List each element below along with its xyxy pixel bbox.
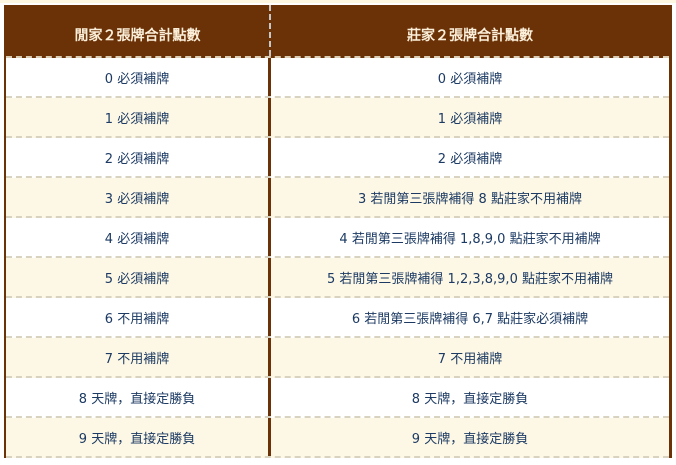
table-row: 5 必須補牌 5 若閒第三張牌補得 1,2,3,8,9,0 點莊家不用補牌 [6,258,669,298]
table-row: 4 必須補牌 4 若閒第三張牌補得 1,8,9,0 點莊家不用補牌 [6,218,669,258]
cell-player: 8 天牌，直接定勝負 [6,378,271,416]
table-row: 9 天牌，直接定勝負 9 天牌，直接定勝負 [6,418,669,458]
table-row: 8 天牌，直接定勝負 8 天牌，直接定勝負 [6,378,669,418]
cell-player: 2 必須補牌 [6,138,271,176]
cell-banker: 5 若閒第三張牌補得 1,2,3,8,9,0 點莊家不用補牌 [327,271,613,287]
header-banker: 莊家２張牌合計點數 [407,27,533,44]
cell-player: 4 必須補牌 [6,218,271,256]
cell-banker: 2 必須補牌 [437,151,503,167]
header-player: 閒家２張牌合計點數 [6,5,271,56]
top-strip [0,0,676,3]
cell-banker: 8 天牌，直接定勝負 [411,391,529,407]
cell-banker: 0 必須補牌 [437,71,503,87]
table-row: 3 必須補牌 3 若閒第三張牌補得 8 點莊家不用補牌 [6,178,669,218]
cell-player: 7 不用補牌 [6,338,271,376]
table-row: 2 必須補牌 2 必須補牌 [6,138,669,178]
cell-player: 5 必須補牌 [6,258,271,296]
table-header: 閒家２張牌合計點數 莊家２張牌合計點數 [6,5,669,58]
cell-player: 6 不用補牌 [6,298,271,336]
cell-banker: 3 若閒第三張牌補得 8 點莊家不用補牌 [358,191,582,207]
cell-player: 1 必須補牌 [6,98,271,136]
baccarat-rules-table: 閒家２張牌合計點數 莊家２張牌合計點數 0 必須補牌 0 必須補牌 1 必須補牌 1 … [4,5,672,458]
cell-banker: 4 若閒第三張牌補得 1,8,9,0 點莊家不用補牌 [339,231,601,247]
cell-player: 3 必須補牌 [6,178,271,216]
cell-banker: 9 天牌，直接定勝負 [411,431,529,447]
cell-banker: 1 必須補牌 [437,111,503,127]
table-body: 0 必須補牌 0 必須補牌 1 必須補牌 1 必須補牌 2 必須補牌 2 必須補牌 3 必須… [6,58,669,458]
cell-banker: 6 若閒第三張牌補得 6,7 點莊家必須補牌 [351,311,589,327]
cell-player: 9 天牌，直接定勝負 [6,418,271,456]
cell-player: 0 必須補牌 [6,58,271,96]
table-row: 1 必須補牌 1 必須補牌 [6,98,669,138]
table-row: 0 必須補牌 0 必須補牌 [6,58,669,98]
cell-banker: 7 不用補牌 [437,351,503,367]
table-row: 7 不用補牌 7 不用補牌 [6,338,669,378]
table-row: 6 不用補牌 6 若閒第三張牌補得 6,7 點莊家必須補牌 [6,298,669,338]
